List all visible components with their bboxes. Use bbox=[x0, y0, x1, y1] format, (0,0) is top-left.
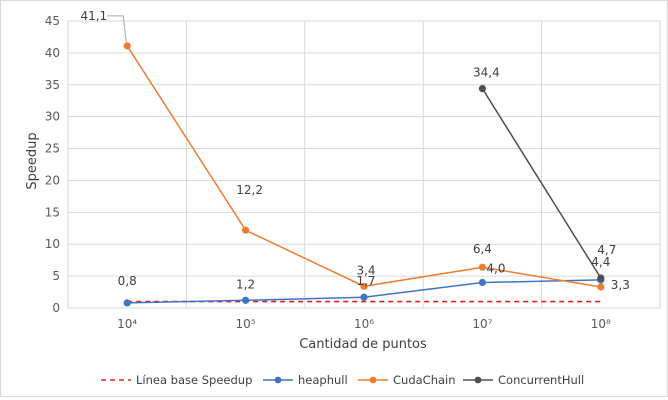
series-line-cudachain bbox=[126, 45, 601, 288]
data-label: 12,2 bbox=[236, 183, 263, 197]
data-point bbox=[123, 42, 131, 50]
x-tick-label: 10⁷ bbox=[472, 317, 492, 331]
legend-swatch-marker bbox=[274, 376, 282, 384]
data-point bbox=[478, 85, 486, 93]
legend: Línea base Speedup heaphull CudaChain Concu… bbox=[101, 373, 584, 387]
y-axis-label: Speedup bbox=[25, 132, 40, 189]
data-label: 34,4 bbox=[473, 66, 500, 80]
legend-swatch-marker bbox=[474, 376, 482, 384]
data-point bbox=[478, 263, 486, 271]
legend-label: CudaChain bbox=[393, 373, 456, 387]
legend-swatch-marker bbox=[369, 376, 377, 384]
data-label: 3,4 bbox=[356, 263, 375, 277]
data-label: 4,4 bbox=[591, 255, 610, 269]
data-label: 4,7 bbox=[597, 243, 616, 257]
data-point bbox=[242, 226, 250, 234]
series-line-concurrenthull bbox=[481, 88, 602, 279]
legend-label: ConcurrentHull bbox=[498, 373, 584, 387]
y-tick-label: 0 bbox=[52, 301, 60, 315]
legend-item: heaphull bbox=[263, 373, 348, 387]
y-tick-label: 40 bbox=[45, 46, 60, 60]
y-tick-label: 15 bbox=[45, 205, 60, 219]
x-axis-label: Cantidad de puntos bbox=[299, 337, 427, 352]
label-leader-line bbox=[107, 15, 127, 42]
series-group bbox=[123, 42, 605, 307]
y-tick-label: 10 bbox=[45, 237, 60, 251]
y-tick-label: 25 bbox=[45, 142, 60, 156]
x-tick-label: 10⁸ bbox=[591, 317, 611, 331]
data-point bbox=[123, 299, 131, 307]
y-tick-label: 5 bbox=[52, 269, 60, 283]
data-label: 0,8 bbox=[118, 274, 137, 288]
grid-lines bbox=[67, 20, 661, 309]
data-point bbox=[597, 283, 605, 291]
legend-label: Línea base Speedup bbox=[136, 373, 252, 387]
legend-item: Línea base Speedup bbox=[101, 373, 252, 387]
data-label: 6,4 bbox=[473, 242, 492, 256]
data-label: 4,0 bbox=[486, 261, 505, 275]
y-tick-label: 20 bbox=[45, 173, 60, 187]
y-tick-label: 35 bbox=[45, 78, 60, 92]
data-point bbox=[478, 278, 486, 287]
legend-item: CudaChain bbox=[358, 373, 456, 387]
data-label: 1,2 bbox=[236, 277, 255, 291]
x-tick-labels: 10⁴ 10⁵ 10⁶ 10⁷ 10⁸ bbox=[117, 317, 611, 331]
data-label: 3,3 bbox=[611, 278, 630, 292]
data-point bbox=[242, 296, 250, 304]
data-label: 41,1 bbox=[80, 9, 107, 23]
y-tick-label: 30 bbox=[45, 110, 60, 124]
data-point bbox=[597, 274, 605, 282]
x-tick-label: 10⁵ bbox=[236, 317, 256, 331]
x-tick-label: 10⁴ bbox=[117, 317, 137, 331]
data-label: 1,7 bbox=[356, 274, 375, 288]
y-tick-label: 45 bbox=[45, 14, 60, 28]
data-point bbox=[360, 293, 368, 301]
legend-item: ConcurrentHull bbox=[463, 373, 584, 387]
data-point bbox=[360, 282, 368, 290]
x-tick-label: 10⁶ bbox=[354, 317, 374, 331]
y-tick-labels: 0 5 10 15 20 25 30 35 40 45 bbox=[45, 14, 60, 315]
data-labels: 0,8 1,2 1,7 4,0 4,4 41,1 12,2 3,4 6,4 3,3 34,4 4,7 bbox=[80, 9, 629, 292]
legend-label: heaphull bbox=[298, 373, 348, 387]
